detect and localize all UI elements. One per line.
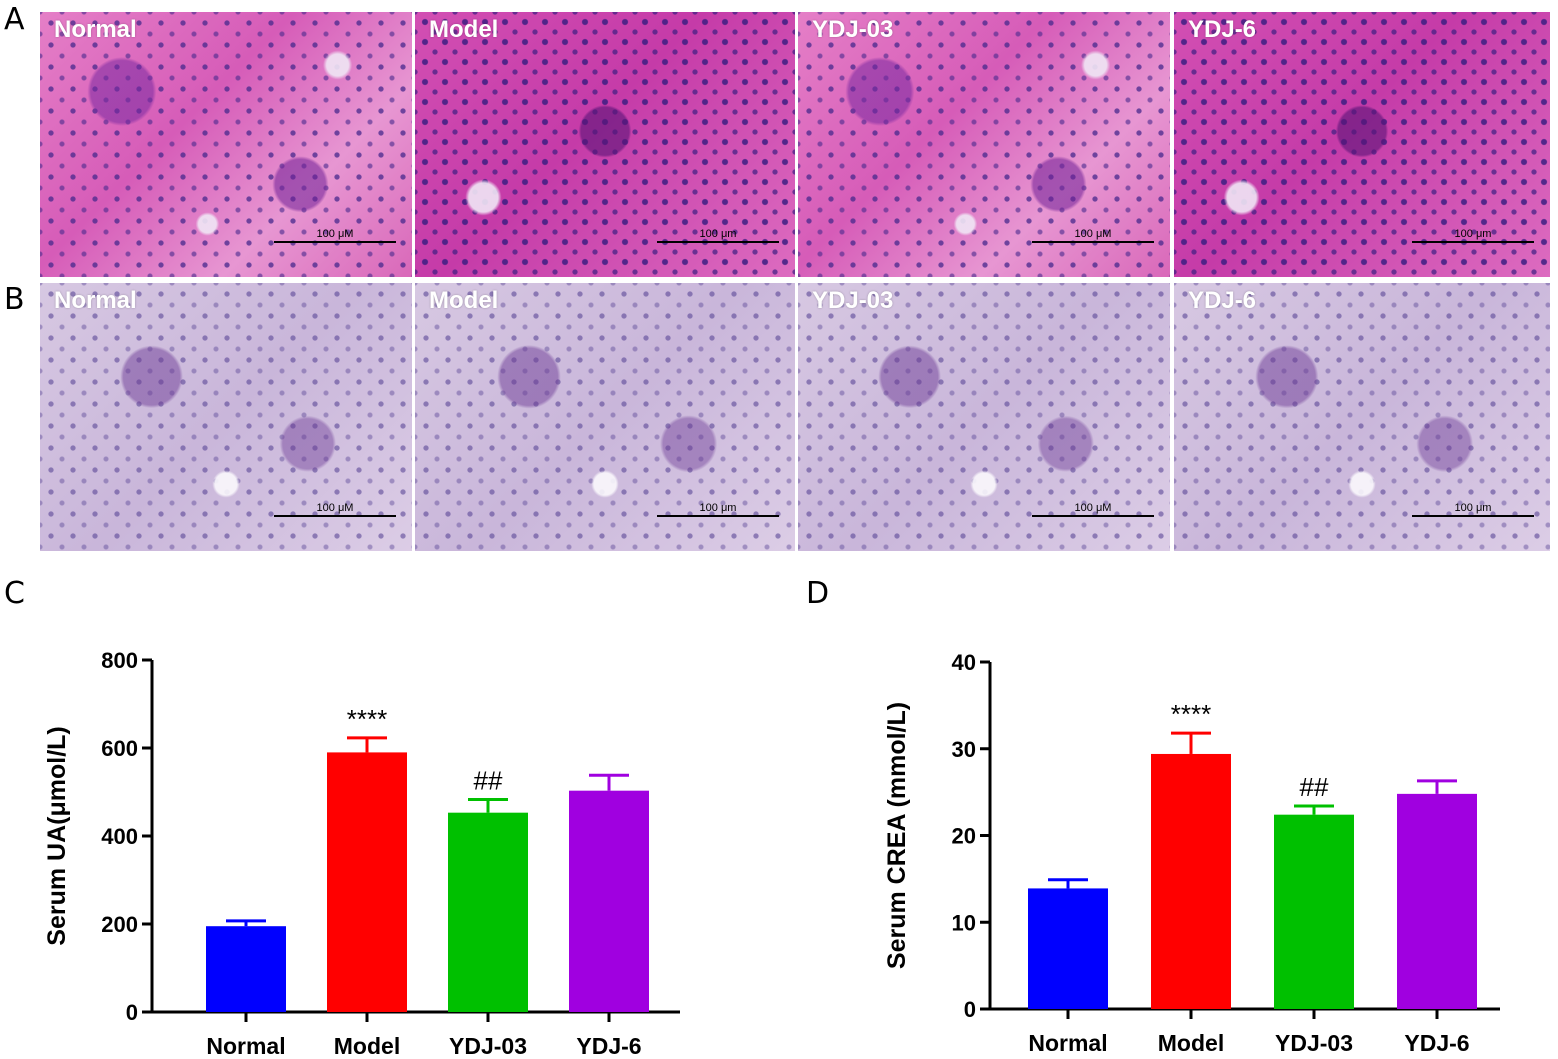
scale-bar — [1032, 241, 1154, 243]
micrograph-label: YDJ-03 — [812, 287, 894, 314]
scale-bar — [1412, 515, 1534, 517]
x-tick-label: YDJ-6 — [576, 1033, 641, 1059]
bar-model — [327, 752, 407, 1012]
micrograph-label: Normal — [54, 16, 137, 43]
chart-serum-crea: 0 10 20 30 40 Serum CREA (mmol/L) Normal Model *… — [883, 650, 1500, 1056]
scale-bar — [274, 241, 396, 243]
micrograph-label: YDJ-03 — [812, 16, 894, 43]
significance-annotation: ## — [1300, 772, 1329, 802]
micrograph-label: YDJ-6 — [1188, 16, 1257, 43]
scale-bar — [1412, 241, 1534, 243]
micrograph-pas-normal: Normal 100 μM — [40, 283, 412, 551]
scale-bar-label: 100 μm — [1454, 228, 1492, 240]
x-tick-label: Model — [334, 1033, 400, 1059]
y-tick-label: 600 — [101, 736, 138, 761]
scale-bar — [274, 515, 396, 517]
y-axis-label: Serum CREA (mmol/L) — [883, 702, 911, 969]
micrograph-label: Model — [429, 16, 499, 43]
scale-bar — [657, 515, 779, 517]
x-tick-label: YDJ-03 — [449, 1033, 527, 1059]
bar-normal — [206, 926, 286, 1012]
y-tick-label: 0 — [964, 997, 976, 1022]
y-tick-label: 40 — [952, 650, 976, 675]
x-tick-label: YDJ-03 — [1275, 1030, 1353, 1056]
micrograph-pas-model: Model 100 μm — [415, 283, 795, 551]
bar-ydj03 — [448, 812, 528, 1012]
significance-annotation: **** — [1171, 699, 1211, 729]
micrograph-he-ydj03: YDJ-03 100 μM — [798, 12, 1170, 277]
scale-bar-label: 100 μM — [1074, 502, 1112, 514]
y-tick-label: 400 — [101, 824, 138, 849]
micrograph-label: YDJ-6 — [1188, 287, 1257, 314]
scale-bar-label: 100 μM — [316, 228, 354, 240]
x-tick-label: Normal — [206, 1033, 285, 1059]
y-tick-label: 0 — [126, 1000, 138, 1025]
panel-letter-c: C — [4, 576, 25, 611]
panel-letter-d: D — [806, 576, 830, 611]
bar-normal — [1028, 888, 1108, 1009]
micrograph-label: Normal — [54, 287, 137, 314]
micrograph-pas-ydj03: YDJ-03 100 μM — [798, 283, 1170, 551]
scale-bar-label: 100 μM — [316, 502, 354, 514]
scale-bar-label: 100 μm — [1454, 502, 1492, 514]
scale-bar — [657, 241, 779, 243]
scale-bar-label: 100 μm — [699, 228, 737, 240]
y-tick-label: 200 — [101, 912, 138, 937]
x-tick-label: YDJ-6 — [1404, 1030, 1469, 1056]
y-tick-label: 800 — [101, 648, 138, 673]
x-tick-label: Model — [1158, 1030, 1224, 1056]
chart-serum-ua: 0 200 400 600 800 Serum UA(μmol/L) Normal Model… — [43, 648, 680, 1059]
bar-ydj6 — [1397, 793, 1477, 1009]
y-tick-label: 30 — [952, 737, 976, 762]
bar-ydj6 — [569, 790, 649, 1012]
bar-ydj03 — [1274, 814, 1354, 1009]
scale-bar — [1032, 515, 1154, 517]
significance-annotation: ## — [474, 765, 503, 795]
y-tick-label: 10 — [952, 910, 976, 935]
panel-letter-a: A — [4, 2, 25, 37]
scale-bar-label: 100 μM — [1074, 228, 1112, 240]
micrograph-he-model: Model 100 μm — [415, 12, 795, 277]
significance-annotation: **** — [347, 704, 387, 734]
y-tick-label: 20 — [952, 824, 976, 849]
panel-letter-b: B — [4, 282, 25, 317]
micrograph-pas-ydj6: YDJ-6 100 μm — [1174, 283, 1550, 551]
bar-model — [1151, 753, 1231, 1009]
micrograph-he-normal: Normal 100 μM — [40, 12, 412, 277]
x-tick-label: Normal — [1028, 1030, 1107, 1056]
micrograph-label: Model — [429, 287, 499, 314]
y-axis-label: Serum UA(μmol/L) — [43, 726, 71, 945]
micrograph-he-ydj6: YDJ-6 100 μm — [1174, 12, 1550, 277]
scale-bar-label: 100 μm — [699, 502, 737, 514]
